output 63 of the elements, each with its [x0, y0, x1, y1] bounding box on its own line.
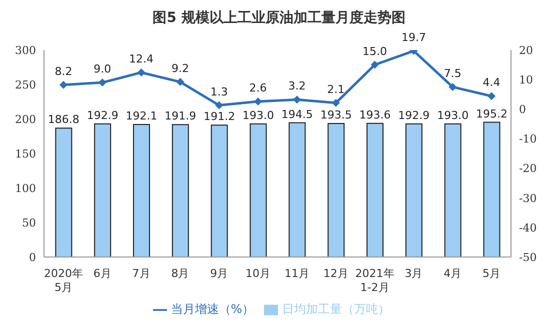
y2-tick-label: 20	[519, 44, 533, 57]
point	[98, 78, 106, 87]
y-tick-label: 100	[15, 182, 36, 195]
x-tick-label: 3月	[404, 267, 423, 280]
data-label: 192.9	[86, 108, 118, 122]
legend-label: 当月增速（%）	[170, 302, 254, 316]
point	[137, 68, 146, 76]
x-tick-label: 10月	[246, 267, 271, 280]
data-label: 9.2	[171, 62, 189, 75]
y-tick-label: 150	[15, 147, 36, 160]
x-tick-label: 5月	[482, 267, 501, 280]
data-label: 191.2	[204, 110, 236, 124]
y-tick-label: 50	[22, 216, 36, 230]
data-label: 7.5	[444, 66, 462, 80]
x-tick-label: 12月	[323, 267, 348, 280]
y-tick-label: 250	[15, 78, 36, 92]
y-tick-label: 300	[15, 44, 36, 57]
point	[215, 101, 224, 110]
data-label: 192.9	[398, 108, 430, 122]
y2-tick-label: -50	[519, 250, 537, 264]
y2-tick-label: -30	[519, 192, 537, 205]
y2-tick-label: -10	[519, 132, 537, 146]
y2-tick-label: 0	[519, 103, 526, 116]
legend-label: 日均加工量（万吨）	[282, 302, 390, 316]
data-label: 15.0	[362, 44, 388, 58]
data-label: 193.0	[437, 108, 469, 122]
data-label: 193.6	[359, 108, 391, 122]
chart-title: 图5 规模以上工业原油加工量月度走势图	[152, 8, 406, 28]
point	[488, 92, 496, 100]
data-label: 12.4	[129, 52, 154, 66]
data-label: 9.0	[94, 62, 112, 76]
data-label: 191.9	[164, 110, 196, 123]
y-tick-label: 200	[15, 112, 36, 126]
point	[370, 60, 379, 69]
x-tick-label: 2021年 1-2月	[355, 267, 394, 294]
data-label: 195.2	[476, 107, 508, 120]
data-label: 1.3	[210, 85, 228, 98]
data-label: 8.2	[54, 64, 72, 78]
data-label: 192.1	[126, 109, 158, 122]
data-label: 193.5	[320, 108, 352, 122]
point	[59, 80, 68, 89]
x-tick-label: 2020年 5月	[44, 267, 83, 294]
data-label: 194.5	[281, 108, 313, 121]
y2-tick-label: 10	[519, 73, 533, 86]
x-tick-label: 7月	[132, 267, 150, 280]
point	[448, 82, 457, 91]
data-label: 193.0	[242, 108, 274, 122]
x-tick-label: 4月	[444, 267, 462, 280]
x-tick-label: 6月	[93, 267, 112, 280]
data-label: 4.4	[482, 76, 500, 90]
x-tick-label: 9月	[210, 267, 228, 280]
y2-tick-label: -20	[519, 162, 537, 176]
y-tick-label: 0	[29, 250, 36, 264]
data-label: 19.7	[401, 30, 426, 44]
y2-tick-label: -40	[519, 221, 537, 234]
data-label: 3.2	[288, 80, 306, 93]
x-tick-label: 8月	[171, 267, 190, 280]
data-label: 2.1	[327, 82, 345, 96]
point	[176, 78, 184, 86]
data-label: 2.6	[249, 81, 267, 94]
point	[332, 98, 340, 107]
x-tick-label: 11月	[284, 267, 310, 280]
data-label: 186.8	[48, 113, 80, 126]
